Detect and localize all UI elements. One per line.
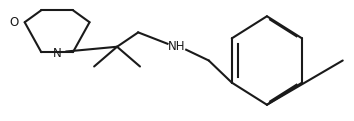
Text: N: N [53, 47, 62, 60]
Text: NH: NH [167, 40, 185, 53]
Text: O: O [10, 16, 19, 29]
